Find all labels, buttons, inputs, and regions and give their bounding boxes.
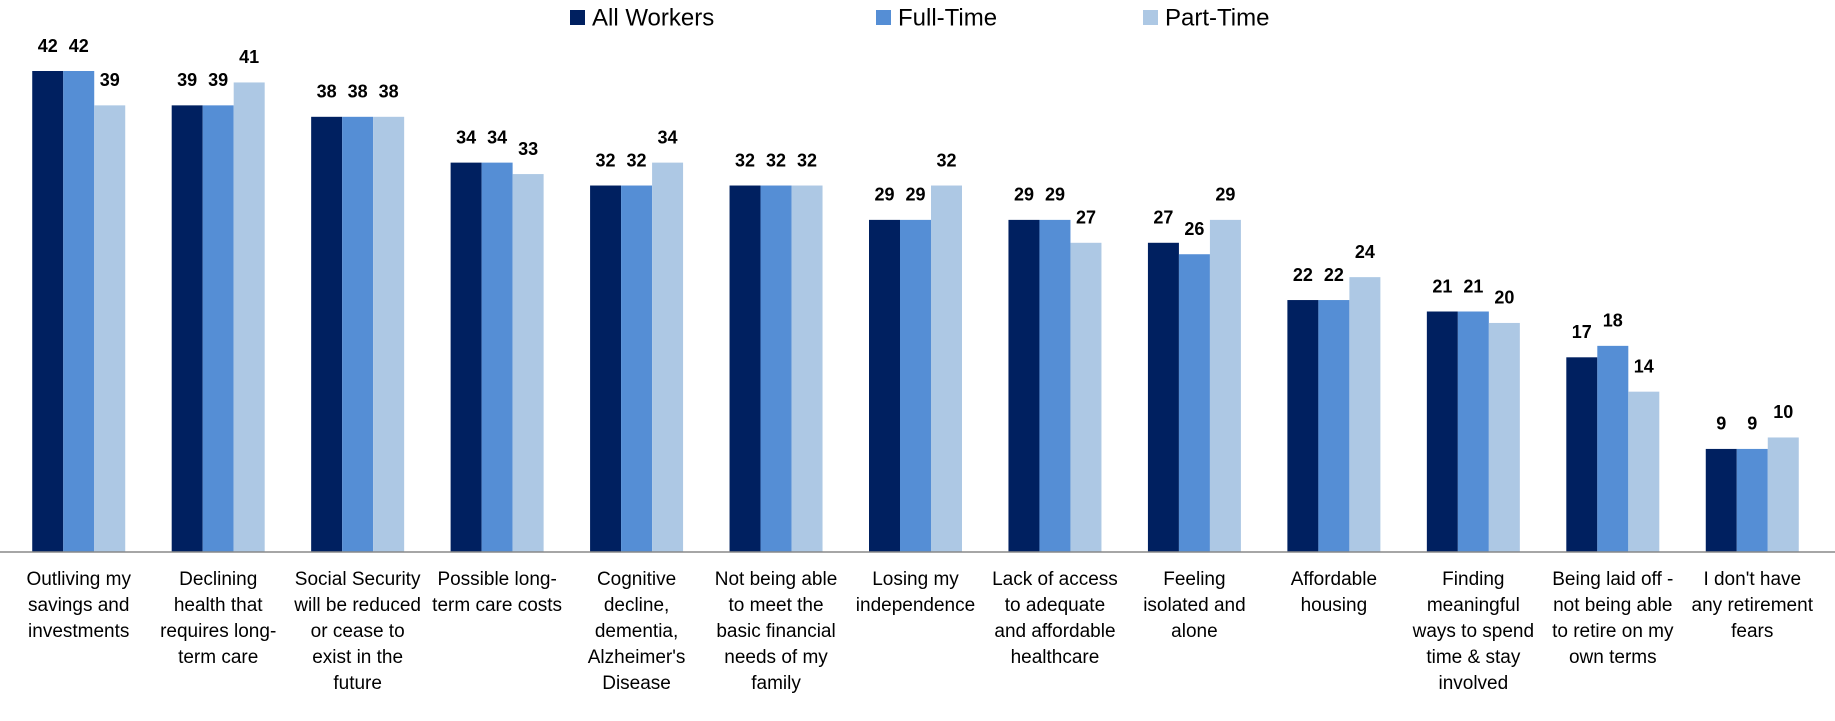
data-label: 22 xyxy=(1293,265,1313,285)
bar xyxy=(1349,277,1381,552)
data-label: 38 xyxy=(379,82,399,102)
bar xyxy=(652,162,684,552)
data-label: 10 xyxy=(1773,402,1793,422)
data-label: 32 xyxy=(735,150,755,170)
legend-label: All Workers xyxy=(592,4,714,31)
bar xyxy=(1008,219,1040,552)
bar xyxy=(1628,391,1660,552)
legend-swatch xyxy=(1143,10,1158,25)
bar xyxy=(760,185,792,552)
bar xyxy=(1705,448,1737,552)
bar xyxy=(1178,254,1210,552)
data-label: 21 xyxy=(1463,276,1483,296)
data-label: 38 xyxy=(317,82,337,102)
x-tick-label: Social Security will be reduced or cease… xyxy=(294,569,422,694)
data-label: 34 xyxy=(487,127,507,147)
bar xyxy=(373,116,405,553)
x-tick-label: Losing my independence xyxy=(855,569,976,616)
bar xyxy=(1566,357,1598,552)
data-label: 34 xyxy=(456,127,476,147)
data-label: 32 xyxy=(596,150,616,170)
bar xyxy=(1597,345,1629,552)
legend-label: Full-Time xyxy=(898,4,997,31)
data-label: 32 xyxy=(627,150,647,170)
data-label: 34 xyxy=(658,127,678,147)
x-tick-label: Finding meaningful ways to spend time & … xyxy=(1412,569,1535,694)
bar xyxy=(1287,300,1319,552)
data-label: 42 xyxy=(38,36,58,56)
data-label: 18 xyxy=(1603,311,1623,331)
data-label: 14 xyxy=(1634,356,1654,376)
bar xyxy=(32,71,64,552)
data-label: 17 xyxy=(1572,322,1592,342)
bar xyxy=(171,105,203,552)
bar xyxy=(342,116,374,553)
data-label: 22 xyxy=(1324,265,1344,285)
bar xyxy=(791,185,823,552)
bar xyxy=(1070,242,1102,553)
legend-swatch xyxy=(570,10,585,25)
bar xyxy=(621,185,653,552)
bar xyxy=(202,105,234,552)
bar xyxy=(512,174,544,553)
data-label: 33 xyxy=(518,139,538,159)
data-label: 39 xyxy=(208,70,228,90)
data-label: 39 xyxy=(100,70,120,90)
x-tick-label: Cognitive decline, dementia, Alzheimer's… xyxy=(587,569,686,694)
x-tick-label: Being laid off - not being able to retir… xyxy=(1552,569,1674,668)
data-label: 29 xyxy=(874,185,894,205)
bar xyxy=(233,82,265,552)
data-label: 21 xyxy=(1432,276,1452,296)
data-label: 41 xyxy=(239,47,259,67)
x-tick-label: Feeling isolated and alone xyxy=(1143,569,1246,642)
bar xyxy=(590,185,622,552)
data-label: 27 xyxy=(1153,208,1173,228)
bar xyxy=(1318,300,1350,552)
bar xyxy=(311,116,343,553)
x-tick-label: Declining health that requires long-term… xyxy=(160,569,277,668)
data-label: 38 xyxy=(348,82,368,102)
data-label: 29 xyxy=(905,185,925,205)
data-label: 9 xyxy=(1716,414,1726,434)
data-label: 32 xyxy=(936,150,956,170)
bar xyxy=(1209,219,1241,552)
data-label: 24 xyxy=(1355,242,1375,262)
data-label: 9 xyxy=(1747,414,1757,434)
data-label: 32 xyxy=(797,150,817,170)
bar xyxy=(63,71,95,552)
data-label: 42 xyxy=(69,36,89,56)
bar xyxy=(900,219,931,552)
legend-swatch xyxy=(876,10,891,25)
bar xyxy=(481,162,513,552)
data-label: 29 xyxy=(1014,185,1034,205)
data-label: 29 xyxy=(1045,185,1065,205)
legend-label: Part-Time xyxy=(1165,4,1269,31)
x-tick-label: Outliving my savings and investments xyxy=(26,569,131,642)
bar xyxy=(94,105,126,552)
bar xyxy=(869,219,900,552)
x-tick-label: Affordable housing xyxy=(1290,569,1378,616)
data-label: 27 xyxy=(1076,208,1096,228)
bar xyxy=(729,185,761,552)
data-label: 20 xyxy=(1494,288,1514,308)
bar xyxy=(1457,311,1489,552)
bar xyxy=(1736,448,1768,552)
x-tick-label: Not being able to meet the basic financi… xyxy=(714,569,838,694)
bar xyxy=(1767,437,1799,552)
x-tick-label: Lack of access to adequate and affordabl… xyxy=(992,569,1118,668)
bar xyxy=(1488,322,1520,552)
data-label: 26 xyxy=(1184,219,1204,239)
data-label: 39 xyxy=(177,70,197,90)
bar xyxy=(1426,311,1458,552)
bar xyxy=(450,162,482,552)
data-label: 32 xyxy=(766,150,786,170)
data-label: 29 xyxy=(1215,185,1235,205)
bar xyxy=(1039,219,1071,552)
bar xyxy=(931,185,962,552)
x-tick-label: I don't have any retirement fears xyxy=(1691,569,1813,642)
bar xyxy=(1147,242,1179,553)
x-tick-label: Possible long-term care costs xyxy=(432,569,563,616)
